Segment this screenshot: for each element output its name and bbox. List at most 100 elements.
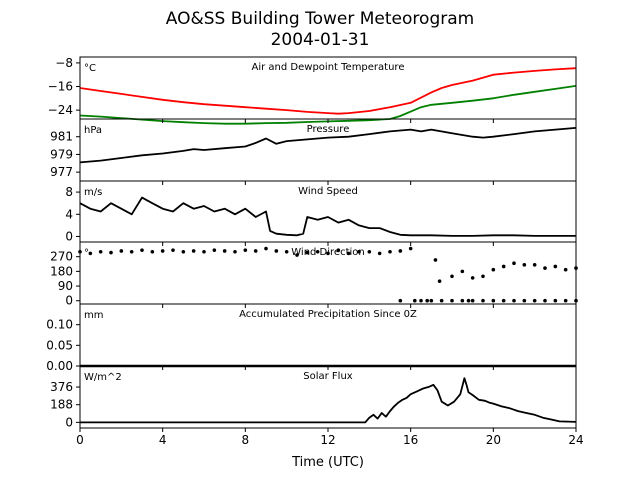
panel-unit-label: mm: [84, 310, 103, 321]
y-tick-label: 90: [58, 279, 73, 293]
y-tick-label: 188: [50, 398, 73, 412]
wind-direction-point: [522, 298, 527, 303]
x-tick-label: 16: [403, 433, 418, 447]
wind-direction-point: [522, 263, 527, 267]
wind-direction-point: [429, 298, 434, 303]
wind-direction-point: [563, 298, 568, 303]
wind-direction-point: [253, 249, 258, 253]
wind-direction-point: [315, 249, 320, 254]
x-tick-label: 4: [159, 433, 167, 447]
x-axis: 0 4 8 12 16 20 24: [76, 433, 583, 447]
series-line-air-and-dewpoint-temperature-0: [79, 67, 577, 115]
panel-title: Wind Speed: [298, 186, 358, 197]
y-tick-label: 270: [50, 250, 73, 264]
panel-title: Wind Direction: [291, 247, 365, 258]
wind-direction-point: [202, 249, 206, 254]
wind-direction-point: [543, 298, 547, 303]
wind-direction-point: [532, 298, 537, 303]
wind-direction-point: [160, 249, 165, 253]
wind-direction-point: [150, 249, 155, 254]
panels: −8 −16 −24 °C Air and Dewpoint Temperature 97…: [46, 56, 578, 432]
x-tick-label: 0: [76, 433, 84, 447]
panel-unit-label: °: [84, 248, 89, 259]
wind-direction-point: [470, 276, 475, 280]
wind-direction-point: [222, 249, 227, 253]
wind-direction-point: [491, 267, 496, 272]
y-tick-label: 4: [65, 207, 73, 221]
wind-direction-point: [433, 258, 438, 262]
x-tick-label: 12: [320, 433, 335, 447]
wind-direction-point: [305, 250, 310, 255]
panel-title: Pressure: [307, 124, 350, 135]
panel-unit-label: W/m^2: [84, 372, 122, 383]
wind-direction-point: [450, 298, 454, 303]
wind-direction-point: [460, 298, 465, 303]
y-tick-label: 0: [65, 229, 73, 243]
wind-direction-point: [233, 249, 237, 254]
figure-title-line2: 2004-01-31: [271, 30, 370, 50]
wind-direction-point: [532, 263, 537, 267]
y-tick-label: 0.05: [46, 338, 73, 352]
y-tick-label: 0.10: [46, 318, 73, 332]
panel-unit-label: m/s: [84, 187, 102, 198]
wind-direction-point: [346, 251, 351, 256]
y-tick-label: 0: [65, 294, 73, 308]
wind-direction-point: [543, 266, 547, 270]
y-tick-label: 0.00: [46, 359, 73, 373]
wind-direction-point: [501, 298, 506, 303]
wind-direction-point: [243, 248, 248, 252]
wind-direction-point: [491, 298, 496, 303]
panel-solar-flux: 0 188 376 W/m^2 Solar Flux: [50, 365, 577, 432]
panel-accumulated-precipitation-since-0z: 0.00 0.05 0.10 mm Accumulated Precipitation …: [46, 303, 577, 373]
wind-direction-point: [171, 248, 175, 252]
wind-direction-point: [501, 264, 506, 269]
wind-direction-point: [460, 269, 465, 274]
wind-direction-point: [109, 250, 113, 255]
series-line-pressure-0: [79, 127, 577, 164]
wind-direction-point: [388, 249, 392, 254]
y-tick-label: 977: [50, 165, 73, 179]
series-line-air-and-dewpoint-temperature-1: [79, 85, 577, 125]
wind-direction-point: [437, 279, 442, 283]
wind-direction-point: [284, 249, 289, 254]
panel-title: Solar Flux: [303, 371, 353, 382]
series-line-wind-speed-0: [79, 196, 576, 237]
panel-title: Air and Dewpoint Temperature: [252, 62, 405, 73]
x-tick-label: 8: [242, 433, 250, 447]
wind-direction-point: [119, 249, 124, 253]
y-tick-label: −16: [48, 80, 73, 94]
wind-direction-point: [408, 246, 413, 251]
panel-wind-speed: 0 4 8 m/s Wind Speed: [65, 180, 577, 246]
wind-direction-point: [181, 249, 186, 254]
wind-direction-point: [357, 249, 361, 254]
wind-direction-point: [425, 298, 430, 303]
wind-direction-point: [398, 249, 403, 253]
panel-unit-label: hPa: [84, 125, 102, 136]
wind-direction-point: [274, 249, 279, 253]
wind-direction-point: [326, 251, 330, 256]
wind-direction-point: [470, 298, 475, 303]
wind-direction-point: [481, 298, 485, 303]
figure-title-line1: AO&SS Building Tower Meteorogram: [166, 9, 474, 29]
wind-direction-point: [512, 298, 516, 303]
wind-direction-point: [98, 249, 103, 254]
wind-direction-point: [377, 251, 382, 256]
wind-direction-point: [439, 298, 444, 303]
wind-direction-point: [413, 298, 417, 303]
wind-direction-point: [88, 251, 93, 256]
wind-direction-point: [140, 248, 144, 252]
y-tick-label: 979: [50, 147, 73, 161]
wind-direction-point: [481, 274, 485, 279]
y-tick-label: 0: [65, 415, 73, 429]
wind-direction-point: [191, 249, 196, 253]
wind-direction-point: [295, 253, 299, 257]
y-tick-label: 8: [65, 185, 73, 199]
wind-direction-point: [466, 298, 471, 303]
panel-unit-label: °C: [84, 63, 96, 74]
wind-direction-point: [450, 274, 454, 279]
wind-direction-point: [512, 261, 516, 266]
wind-direction-point: [129, 249, 134, 254]
panel-pressure: 977 979 981 hPa Pressure: [50, 118, 577, 185]
y-tick-label: 376: [50, 380, 73, 394]
